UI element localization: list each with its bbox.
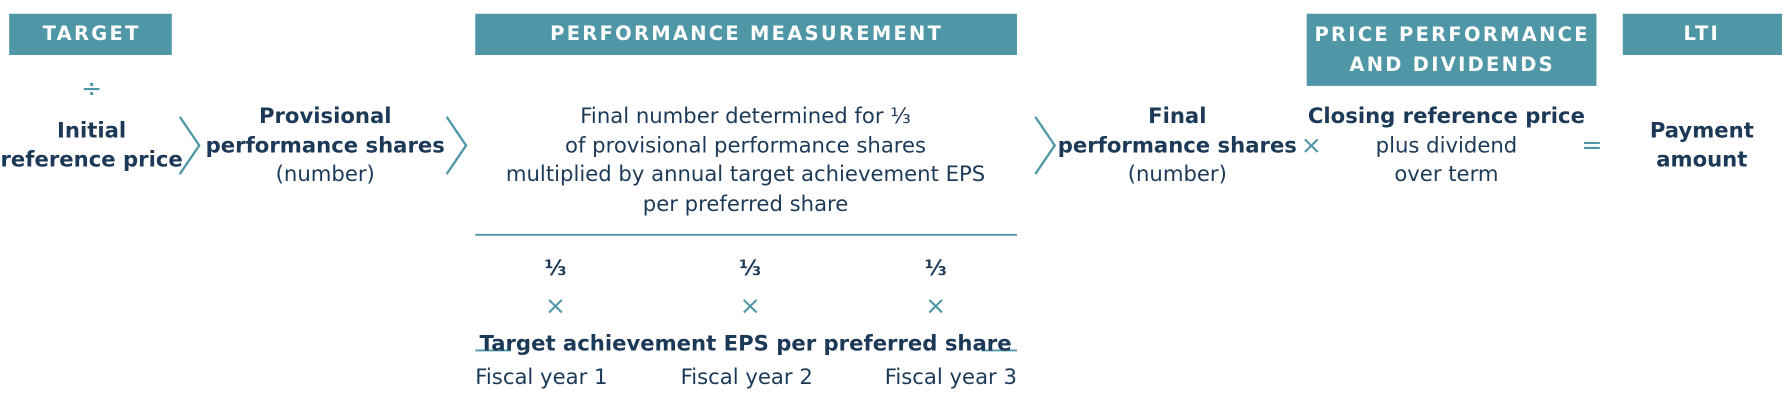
text-line: per preferred share — [643, 191, 849, 216]
header: PRICE PERFORMANCE — [1314, 23, 1589, 46]
operator: = — [1581, 131, 1602, 160]
header: AND DIVIDENDS — [1349, 53, 1555, 76]
year: Fiscal year 3 — [885, 364, 1017, 389]
fraction: ⅓ — [544, 255, 566, 280]
text-line: plus dividend — [1376, 133, 1518, 158]
label: amount — [1656, 146, 1747, 171]
header-box — [475, 13, 1017, 55]
label: Payment — [1650, 118, 1754, 143]
label: Final — [1148, 103, 1206, 128]
header-box — [1306, 13, 1597, 86]
header: LTI — [1684, 22, 1721, 45]
label: performance shares — [206, 133, 445, 158]
note: (number) — [276, 161, 375, 186]
header-box — [1622, 13, 1782, 55]
fraction: ⅓ — [739, 255, 761, 280]
text-line: Final number determined for ⅓ — [580, 103, 911, 128]
chevron — [445, 116, 468, 175]
header-box — [9, 13, 172, 55]
text-line: over term — [1394, 161, 1498, 186]
label: reference price — [0, 146, 182, 171]
text-line: multiplied by annual target achievement … — [506, 161, 985, 186]
operator: × — [1301, 131, 1322, 160]
header: PERFORMANCE MEASUREMENT — [550, 22, 943, 45]
year: Fiscal year 2 — [681, 364, 813, 389]
label: performance shares — [1058, 133, 1297, 158]
year: Fiscal year 1 — [475, 364, 607, 389]
chevron — [1034, 116, 1057, 175]
header: TARGET — [43, 22, 141, 45]
operator: × — [545, 291, 566, 320]
label: Provisional — [259, 103, 392, 128]
note: (number) — [1128, 161, 1227, 186]
fraction: ⅓ — [925, 255, 947, 280]
text-line: of provisional performance shares — [565, 133, 926, 158]
operator: ÷ — [81, 73, 102, 102]
operator: × — [740, 291, 761, 320]
label: Initial — [57, 118, 126, 143]
operator: × — [925, 291, 946, 320]
label: Target achievement EPS per preferred sha… — [479, 331, 1011, 356]
chevron — [178, 116, 201, 175]
label: Closing reference price — [1308, 103, 1585, 128]
